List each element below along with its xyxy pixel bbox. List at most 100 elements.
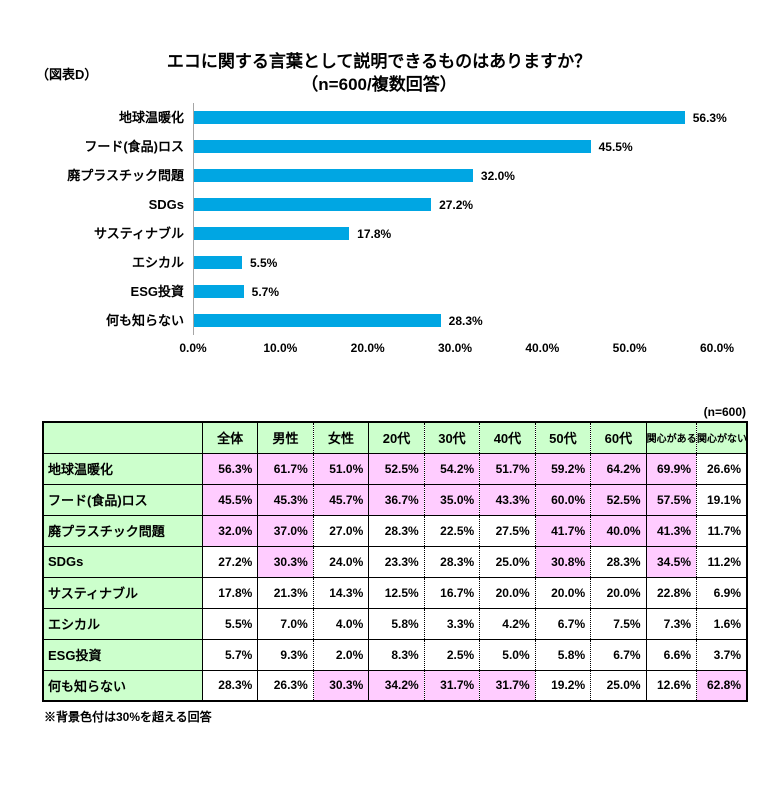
category-label: 廃プラスチック問題 <box>67 168 184 183</box>
value-cell: 45.3% <box>257 483 314 516</box>
crosstab-table: 全体 男性 女性 20代 30代 40代 50代 60代 関心がある 関心がない 地球温暖化 56.3… <box>42 421 748 702</box>
value-cell: 30.3% <box>257 545 314 578</box>
table-row: ESG投資 5.7% 9.3% 2.0% 8.3% 2.5% 5.0% 5.8% 6.7% 6.6… <box>43 638 747 671</box>
value-cell: 4.2% <box>479 607 536 640</box>
value-cell: 6.9% <box>696 576 747 609</box>
bar-value-label: 5.7% <box>251 284 280 299</box>
value-cell: 31.7% <box>423 669 480 702</box>
column-header: 40代 <box>479 421 536 454</box>
bar <box>194 314 441 327</box>
value-cell: 41.7% <box>534 514 591 547</box>
bar-track: 27.2% <box>193 190 717 219</box>
value-cell: 60.0% <box>534 483 591 516</box>
figure-label: （図表D） <box>36 67 98 82</box>
bar-row: ESG投資 5.7% <box>43 277 717 306</box>
bar-row: 何も知らない 28.3% <box>43 306 717 335</box>
bar-track: 5.5% <box>193 248 717 277</box>
value-cell: 62.8% <box>696 669 747 702</box>
table-row: エシカル 5.5% 7.0% 4.0% 5.8% 3.3% 4.2% 6.7% 7.5% 7.3%… <box>43 607 747 640</box>
value-cell: 11.2% <box>696 545 747 578</box>
bar-track: 5.7% <box>193 277 717 306</box>
value-cell: 4.0% <box>312 607 369 640</box>
bar-chart: 地球温暖化 56.3% フード(食品)ロス 45.5% 廃プラスチック問題 32.0% SD… <box>43 103 727 335</box>
value-cell: 27.5% <box>479 514 536 547</box>
bar-track: 17.8% <box>193 219 717 248</box>
crosstab-section: (n=600) 全体 男性 女性 20代 30代 40代 50代 60代 関心がある 関心がない地… <box>42 405 748 725</box>
value-cell: 6.7% <box>534 607 591 640</box>
value-cell: 35.0% <box>423 483 480 516</box>
x-axis-tick-label: 0.0% <box>179 341 207 355</box>
bar-track: 45.5% <box>193 132 717 161</box>
bar <box>194 140 591 153</box>
value-cell: 21.3% <box>257 576 314 609</box>
row-label-cell: エシカル <box>43 607 203 640</box>
table-body: 地球温暖化 56.3% 61.7% 51.0% 52.5% 54.2% 51.7% 59.2%… <box>43 452 747 702</box>
value-cell: 52.5% <box>590 483 647 516</box>
bar-value-label: 27.2% <box>439 197 474 212</box>
bar <box>194 169 473 182</box>
bar-row: エシカル 5.5% <box>43 248 717 277</box>
value-cell: 8.3% <box>368 638 425 671</box>
category-label: フード(食品)ロス <box>84 139 184 154</box>
table-row: 廃プラスチック問題 32.0% 37.0% 27.0% 28.3% 22.5% 27.5% 4… <box>43 514 747 547</box>
x-axis-tick-label: 30.0% <box>437 341 473 355</box>
value-cell: 34.5% <box>645 545 697 578</box>
value-cell: 69.9% <box>645 452 697 485</box>
category-label: エシカル <box>131 255 184 270</box>
bar <box>194 198 432 211</box>
table-row: 何も知らない 28.3% 26.3% 30.3% 34.2% 31.7% 31.7% 19.2… <box>43 669 747 702</box>
column-header: 関心がある <box>645 421 697 454</box>
value-cell: 34.2% <box>368 669 425 702</box>
category-label: ESG投資 <box>130 284 184 299</box>
value-cell: 5.8% <box>368 607 425 640</box>
value-cell: 20.0% <box>590 576 647 609</box>
value-cell: 7.0% <box>257 607 314 640</box>
bar-value-label: 45.5% <box>598 139 633 154</box>
bar-row: フード(食品)ロス 45.5% <box>43 132 717 161</box>
value-cell: 45.7% <box>312 483 369 516</box>
column-header: 50代 <box>534 421 591 454</box>
bar <box>194 256 242 269</box>
value-cell: 27.2% <box>201 545 258 578</box>
value-cell: 26.6% <box>696 452 747 485</box>
value-cell: 25.0% <box>590 669 647 702</box>
value-cell: 28.3% <box>590 545 647 578</box>
column-header: 60代 <box>590 421 647 454</box>
value-cell: 40.0% <box>590 514 647 547</box>
value-cell: 3.7% <box>696 638 747 671</box>
value-cell: 37.0% <box>257 514 314 547</box>
value-cell: 19.2% <box>534 669 591 702</box>
value-cell: 27.0% <box>312 514 369 547</box>
value-cell: 5.5% <box>201 607 258 640</box>
table-header-row: 全体 男性 女性 20代 30代 40代 50代 60代 関心がある 関心がない <box>43 421 747 454</box>
x-axis-tick-label: 40.0% <box>525 341 560 355</box>
category-label: 地球温暖化 <box>118 110 184 125</box>
bar-track: 28.3% <box>193 306 717 335</box>
x-axis-tick-label: 20.0% <box>350 341 385 355</box>
table-row: サスティナブル 17.8% 21.3% 14.3% 12.5% 16.7% 20.0% 20.… <box>43 576 747 609</box>
value-cell: 2.5% <box>423 638 480 671</box>
value-cell: 19.1% <box>696 483 747 516</box>
value-cell: 30.3% <box>312 669 369 702</box>
value-cell: 56.3% <box>201 452 258 485</box>
chart-title: エコに関する言葉として説明できるものはありますか？ <box>166 52 592 71</box>
bar <box>194 111 685 124</box>
row-label-cell: 地球温暖化 <box>43 452 203 485</box>
value-cell: 64.2% <box>590 452 647 485</box>
row-label-cell: サスティナブル <box>43 576 203 609</box>
bar <box>194 227 350 240</box>
value-cell: 6.7% <box>590 638 647 671</box>
row-label-cell: フード(食品)ロス <box>43 483 203 516</box>
column-header: 女性 <box>312 421 369 454</box>
value-cell: 61.7% <box>257 452 314 485</box>
column-header: 20代 <box>368 421 425 454</box>
bar-track: 56.3% <box>193 103 727 132</box>
value-cell: 3.3% <box>423 607 480 640</box>
value-cell: 52.5% <box>368 452 425 485</box>
value-cell: 51.7% <box>479 452 536 485</box>
value-cell: 28.3% <box>201 669 258 702</box>
value-cell: 26.3% <box>257 669 314 702</box>
value-cell: 41.3% <box>645 514 697 547</box>
x-axis-tick-label: 60.0% <box>699 341 735 355</box>
value-cell: 28.3% <box>423 545 480 578</box>
